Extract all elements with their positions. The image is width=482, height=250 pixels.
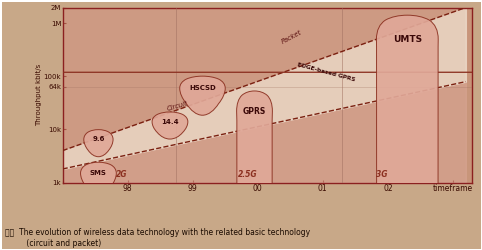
Ellipse shape: [376, 15, 438, 250]
Text: 图二  The evolution of wireless data technology with the related basic technology
: 图二 The evolution of wireless data techno…: [5, 228, 310, 248]
Text: 9.6: 9.6: [92, 136, 105, 142]
Ellipse shape: [0, 46, 482, 250]
Ellipse shape: [80, 162, 116, 195]
Text: HSCSD: HSCSD: [189, 85, 216, 91]
Text: Packet: Packet: [281, 29, 303, 44]
Text: 3G: 3G: [375, 170, 387, 179]
Ellipse shape: [237, 91, 272, 250]
Text: UMTS: UMTS: [393, 35, 422, 44]
Text: 14.4: 14.4: [161, 119, 179, 125]
Text: EDGE-based GPRS: EDGE-based GPRS: [296, 62, 356, 82]
Text: SMS: SMS: [90, 170, 107, 176]
Y-axis label: Throughput kbit/s: Throughput kbit/s: [36, 64, 42, 126]
Ellipse shape: [152, 112, 188, 139]
Ellipse shape: [180, 76, 225, 115]
Text: Circuit: Circuit: [167, 100, 189, 112]
Text: 2G: 2G: [115, 170, 127, 179]
Text: 2.5G: 2.5G: [238, 170, 258, 179]
Text: GPRS: GPRS: [243, 107, 266, 116]
Ellipse shape: [84, 130, 113, 157]
